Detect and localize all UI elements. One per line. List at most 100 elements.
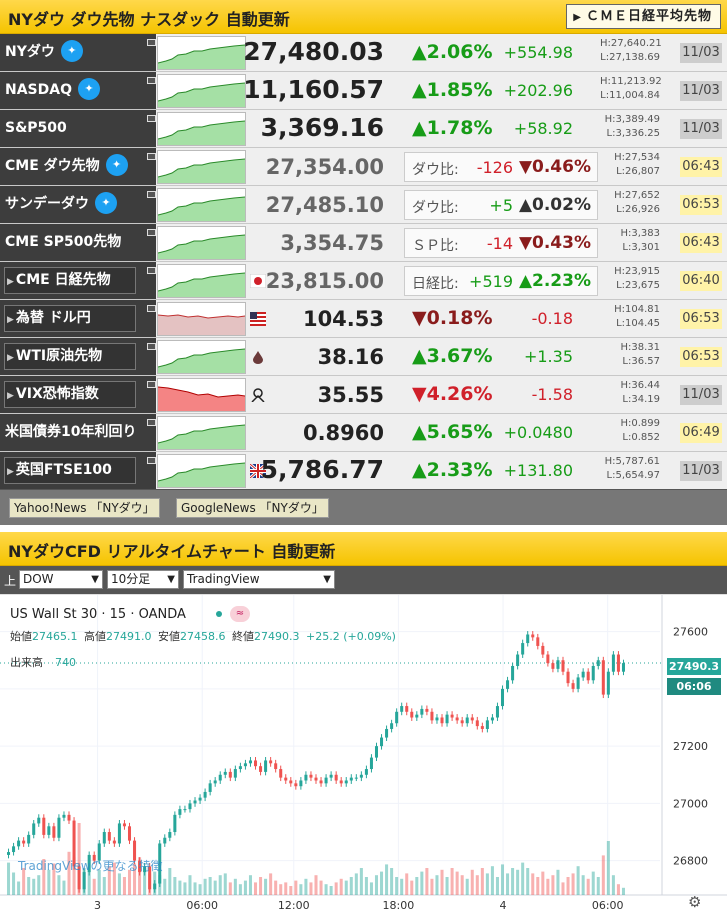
expand-icon[interactable] bbox=[147, 191, 156, 198]
candle-body bbox=[616, 654, 620, 672]
market-name-cell[interactable]: 米国債券10年利回り bbox=[0, 414, 156, 451]
market-name-box[interactable]: ▶ WTI原油先物 bbox=[4, 343, 136, 370]
volume-bar bbox=[163, 878, 167, 895]
change-percent: ▲5.65% bbox=[412, 421, 493, 443]
market-name-cell[interactable]: NYダウ ✦ bbox=[0, 34, 156, 71]
twitter-bird-icon[interactable]: ✦ bbox=[105, 153, 128, 176]
flag-jp-icon bbox=[249, 273, 267, 289]
volume-bar bbox=[264, 878, 268, 895]
twitter-bird-icon[interactable]: ✦ bbox=[95, 191, 117, 214]
market-name-box[interactable]: ▶ CME 日経先物 bbox=[4, 267, 136, 294]
triangle-right-icon: ▶ bbox=[573, 12, 582, 23]
volume-bar bbox=[586, 878, 590, 895]
gear-icon[interactable]: ⚙ bbox=[688, 893, 702, 911]
market-name-button[interactable]: ▶ 英国FTSE100 bbox=[0, 452, 156, 489]
sparkline-chart[interactable] bbox=[147, 302, 246, 336]
update-time: 06:43 bbox=[680, 233, 722, 253]
sparkline-chart[interactable] bbox=[147, 188, 246, 222]
volume-bar bbox=[198, 884, 202, 895]
expand-icon[interactable] bbox=[147, 419, 156, 426]
candle-body bbox=[188, 803, 192, 810]
triangle-right-icon: ▶ bbox=[7, 391, 14, 401]
volume-bar bbox=[122, 877, 126, 895]
low-value: L:26,926 bbox=[616, 204, 660, 215]
update-time: 06:49 bbox=[680, 423, 722, 443]
sparkline-chart[interactable] bbox=[147, 36, 246, 70]
candle-body bbox=[223, 771, 227, 775]
yahoo-news-button[interactable]: Yahoo!News 「NYダウ」 bbox=[9, 498, 160, 518]
sparkline-chart[interactable] bbox=[147, 378, 246, 412]
market-name-box[interactable]: ▶ VIX恐怖指数 bbox=[4, 381, 136, 408]
volume-bar bbox=[213, 880, 217, 895]
twitter-bird-icon[interactable]: ✦ bbox=[60, 39, 83, 62]
candle-body bbox=[319, 780, 323, 784]
high-low: H:36.44 L:34.19 bbox=[600, 379, 660, 407]
market-price: 3,369.16 bbox=[260, 113, 384, 142]
high-value: H:0.899 bbox=[620, 418, 660, 429]
interval-select[interactable]: 10分足 ▼ bbox=[107, 570, 179, 589]
market-name-cell[interactable]: サンデーダウ ✦ bbox=[0, 186, 156, 223]
volume-bar bbox=[364, 877, 368, 895]
provider-select[interactable]: TradingView ▼ bbox=[183, 570, 335, 589]
sparkline-chart[interactable] bbox=[147, 226, 246, 260]
market-row: CME SP500先物 3,354.75 ＳＰ比: -14 ▼0.43% H:3,383 L… bbox=[0, 224, 727, 262]
last-price-label: 27490.3 bbox=[667, 658, 721, 675]
expand-icon[interactable] bbox=[147, 115, 156, 122]
expand-icon[interactable] bbox=[147, 457, 156, 464]
volume-bar bbox=[238, 884, 242, 895]
volume-bar bbox=[470, 869, 474, 895]
twitter-bird-icon[interactable]: ✦ bbox=[78, 77, 100, 100]
comparison-box: ＳＰ比: -14 ▼0.43% bbox=[404, 228, 598, 258]
legend-status[interactable]: ≈ bbox=[210, 606, 250, 622]
change-percent: ▼4.26% bbox=[412, 383, 493, 405]
market-name-cell[interactable]: CME ダウ先物 ✦ bbox=[0, 148, 156, 185]
expand-icon[interactable] bbox=[147, 153, 156, 160]
comparison-percent: ▼0.46% bbox=[518, 157, 591, 177]
expand-icon[interactable] bbox=[147, 39, 156, 46]
candle-body bbox=[606, 671, 610, 695]
volume-bar bbox=[495, 877, 499, 895]
volume-bar bbox=[309, 882, 313, 895]
market-name-cell[interactable]: S&P500 bbox=[0, 110, 156, 147]
sparkline-chart[interactable] bbox=[147, 264, 246, 298]
market-name-button[interactable]: ▶ CME 日経先物 bbox=[0, 262, 156, 299]
candle-body bbox=[284, 777, 288, 781]
market-name-button[interactable]: ▶ VIX恐怖指数 bbox=[0, 376, 156, 413]
market-price: 27,480.03 bbox=[243, 37, 384, 66]
candlestick-plot[interactable]: 2680027000272002740027600306:0012:0018:0… bbox=[0, 595, 727, 916]
candle-body bbox=[385, 728, 389, 738]
market-price: 35.55 bbox=[317, 383, 384, 407]
volume-bar bbox=[112, 862, 116, 895]
market-name-button[interactable]: ▶ WTI原油先物 bbox=[0, 338, 156, 375]
sparkline-chart[interactable] bbox=[147, 74, 246, 108]
y-tick-label: 26800 bbox=[673, 855, 708, 868]
market-name-box[interactable]: ▶ 為替 ドル円 bbox=[4, 305, 136, 332]
sparkline-chart[interactable] bbox=[147, 150, 246, 184]
market-name-cell[interactable]: NASDAQ ✦ bbox=[0, 72, 156, 109]
symbol-select[interactable]: DOW ▼ bbox=[19, 570, 103, 589]
expand-icon[interactable] bbox=[147, 77, 156, 84]
volume-label: 出来高 bbox=[10, 656, 43, 669]
cme-nikkei-button-label: ＣＭＥ日経平均先物 bbox=[585, 9, 712, 24]
expand-icon[interactable] bbox=[147, 343, 156, 350]
chevron-down-icon: ▼ bbox=[91, 574, 99, 585]
google-news-button[interactable]: GoogleNews 「NYダウ」 bbox=[176, 498, 329, 518]
tradingview-watermark-link[interactable]: TradingViewの更なる特徴 bbox=[18, 859, 163, 873]
sparkline-chart[interactable] bbox=[147, 340, 246, 374]
cme-nikkei-button[interactable]: ▶ ＣＭＥ日経平均先物 bbox=[566, 4, 721, 29]
sparkline-chart[interactable] bbox=[147, 112, 246, 146]
market-name-cell[interactable]: CME SP500先物 bbox=[0, 224, 156, 261]
market-name-button[interactable]: ▶ 為替 ドル円 bbox=[0, 300, 156, 337]
high-low: H:27,534 L:26,807 bbox=[600, 151, 660, 179]
x-tick-label: 06:00 bbox=[592, 899, 624, 912]
expand-icon[interactable] bbox=[147, 381, 156, 388]
sparkline-chart[interactable] bbox=[147, 416, 246, 450]
low-value: L:36.57 bbox=[622, 356, 660, 367]
tradingview-chart[interactable]: 2680027000272002740027600306:0012:0018:0… bbox=[0, 594, 727, 916]
expand-icon[interactable] bbox=[147, 305, 156, 312]
sparkline-chart[interactable] bbox=[147, 454, 246, 488]
candle-body bbox=[243, 763, 247, 767]
expand-icon[interactable] bbox=[147, 229, 156, 236]
market-name-box[interactable]: ▶ 英国FTSE100 bbox=[4, 457, 136, 484]
expand-icon[interactable] bbox=[147, 267, 156, 274]
